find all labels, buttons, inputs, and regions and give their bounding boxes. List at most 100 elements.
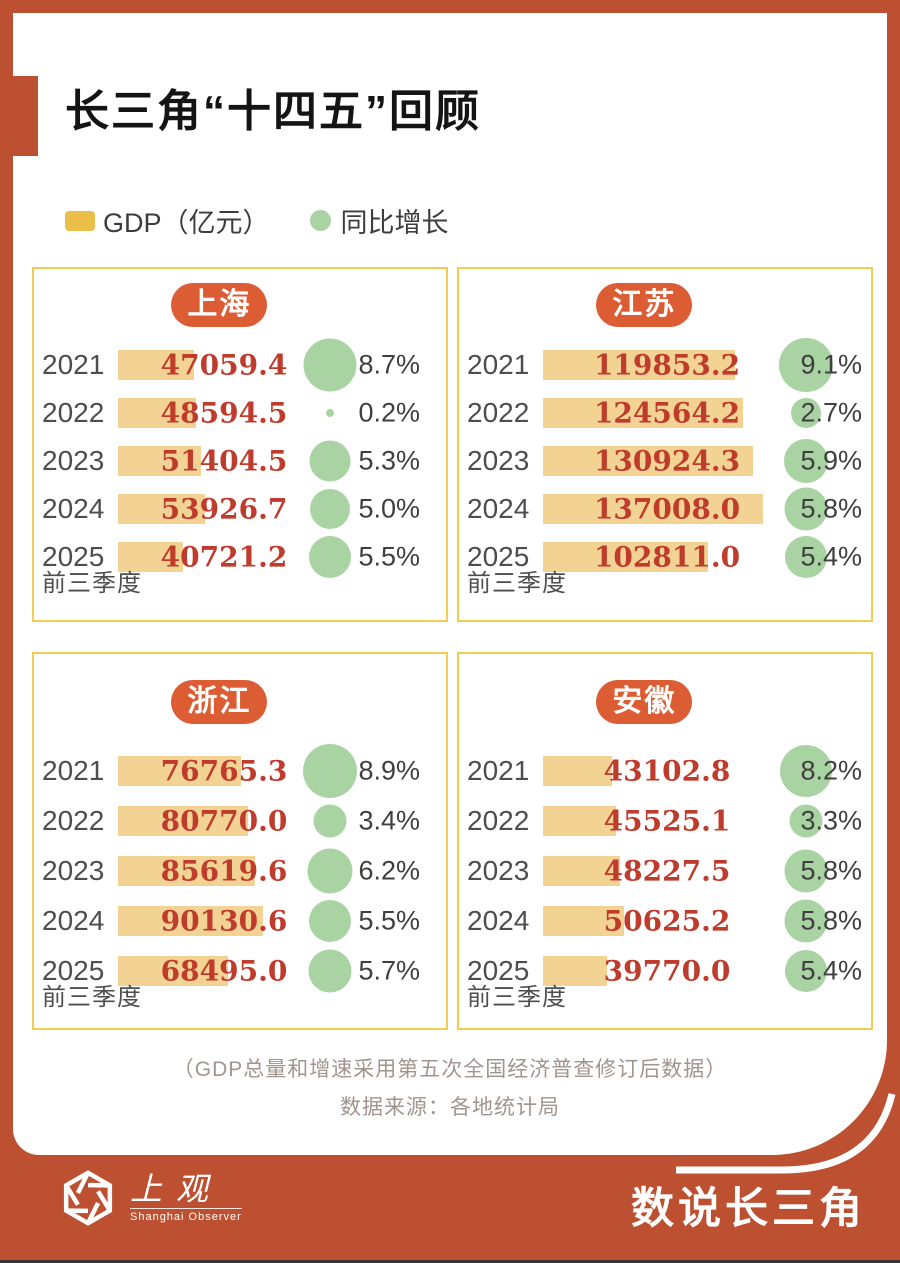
quarter-note: 前三季度 [467,570,567,597]
table-row: 2023 48227.5 5.8% [459,846,871,896]
growth-value: 5.7% [358,955,420,986]
gdp-value: 68495.0 [160,954,288,988]
growth-bubble [309,536,351,578]
growth-bubble [784,487,828,531]
growth-bubble [309,900,351,942]
growth-bubble [789,804,823,838]
table-row: 2024 50625.2 5.8% [459,896,871,946]
year-label: 2024 [42,905,105,936]
logo-divider [130,1208,242,1209]
growth-value: 3.4% [358,805,420,836]
table-row: 2025 前三季度 39770.0 5.4% [459,946,871,1011]
table-row: 2022 48594.5 0.2% [34,389,446,437]
region-badge: 浙江 [171,680,268,724]
gdp-bar [118,494,205,524]
gdp-bar [118,756,241,786]
gdp-value: 85619.6 [160,854,288,888]
table-row: 2021 47059.4 8.7% [34,338,446,392]
table-row: 2022 124564.2 2.7% [459,389,871,437]
growth-bubble [308,949,352,993]
growth-bubble [779,338,833,392]
region-panel: 江苏 2021 119853.2 9.1% 2022 124564.2 2.7% 2023 1… [457,267,873,622]
gdp-value: 90130.6 [160,904,288,938]
growth-legend-label: 同比增长 [340,208,449,238]
table-row: 2023 130924.3 5.9% [459,437,871,485]
gdp-value: 50625.2 [603,904,731,938]
year-label: 2024 [42,493,105,524]
table-row: 2025 前三季度 68495.0 5.7% [34,946,446,1011]
growth-value: 5.4% [800,955,862,986]
logo-en-text: Shanghai Observer [130,1211,242,1223]
content-card: 长三角“十四五”回顾 GDP（亿元） 同比增长 上海 2021 47059.4 8.… [13,13,887,1155]
page-title: 长三角“十四五”回顾 [65,87,481,136]
year-label: 2022 [42,805,105,836]
table-row: 2025 前三季度 102811.0 5.4% [459,533,871,597]
gdp-bar [118,398,196,428]
region-panel: 浙江 2021 76765.3 8.9% 2022 80770.0 3.4% 2023 856… [32,652,448,1030]
growth-bubble [313,804,347,838]
growth-bubble [310,489,350,529]
year-label: 2024 [467,905,530,936]
gdp-bar [543,806,616,836]
gdp-bar [118,856,255,886]
gdp-bar [118,906,263,936]
growth-bubble [784,439,828,483]
growth-value: 5.5% [358,541,420,572]
growth-value: 8.7% [358,349,420,380]
growth-bubble [791,398,821,428]
growth-bubble [326,409,334,417]
gdp-value: 102811.0 [593,540,741,574]
year-label: 2022 [467,805,530,836]
gdp-bar [543,956,607,986]
panel-rows: 2021 119853.2 9.1% 2022 124564.2 2.7% 2023 1309… [459,338,871,597]
gdp-value: 47059.4 [160,348,288,382]
gdp-bar [118,350,194,380]
year-label: 2021 [42,349,105,380]
gdp-value: 40721.2 [160,540,288,574]
gdp-value: 48594.5 [160,396,288,430]
table-row: 2023 51404.5 5.3% [34,437,446,485]
aperture-icon [63,1170,113,1226]
gdp-value: 45525.1 [603,804,731,838]
table-row: 2021 119853.2 9.1% [459,338,871,392]
year-label: 2022 [467,397,530,428]
growth-value: 5.5% [358,905,420,936]
growth-bubble [784,899,828,943]
region-badge: 上海 [171,283,268,327]
gdp-legend-label: GDP（亿元） [103,208,270,238]
panel-rows: 2021 76765.3 8.9% 2022 80770.0 3.4% 2023 85619.… [34,744,446,1011]
growth-bubble [307,848,353,894]
bottom-edge-line [0,1260,900,1263]
year-label: 2021 [467,349,530,380]
region-panel: 上海 2021 47059.4 8.7% 2022 48594.5 0.2% 2023 514… [32,267,448,622]
gdp-value: 48227.5 [603,854,731,888]
gdp-bar [543,494,763,524]
footnote: （GDP总量和增速采用第五次全国经济普查修订后数据） [172,1058,728,1081]
growth-value: 6.2% [358,855,420,886]
year-label: 2022 [42,397,105,428]
year-label: 2023 [467,855,530,886]
year-label: 2025 前三季度 [467,541,567,597]
gdp-value: 119853.2 [593,348,741,382]
quarter-note: 前三季度 [42,984,142,1011]
panel-rows: 2021 47059.4 8.7% 2022 48594.5 0.2% 2023 51404.… [34,338,446,597]
logo-cn-text: 上观 [130,1170,223,1208]
region-badge: 安徽 [596,680,693,724]
gdp-value: 43102.8 [603,754,731,788]
observer-logo: 上观 Shanghai Observer [60,1170,242,1226]
gdp-bar [118,446,201,476]
gdp-value: 51404.5 [160,444,288,478]
gdp-value: 130924.3 [593,444,741,478]
gdp-value: 53926.7 [160,492,288,526]
growth-bubble [785,536,827,578]
gdp-bar [543,350,735,380]
table-row: 2022 80770.0 3.4% [34,796,446,846]
year-label: 2021 [467,755,530,786]
gdp-bar [118,956,228,986]
growth-value: 9.1% [800,349,862,380]
table-row: 2025 前三季度 40721.2 5.5% [34,533,446,597]
gdp-value: 39770.0 [603,954,731,988]
gdp-value: 124564.2 [593,396,741,430]
growth-value: 5.3% [358,445,420,476]
